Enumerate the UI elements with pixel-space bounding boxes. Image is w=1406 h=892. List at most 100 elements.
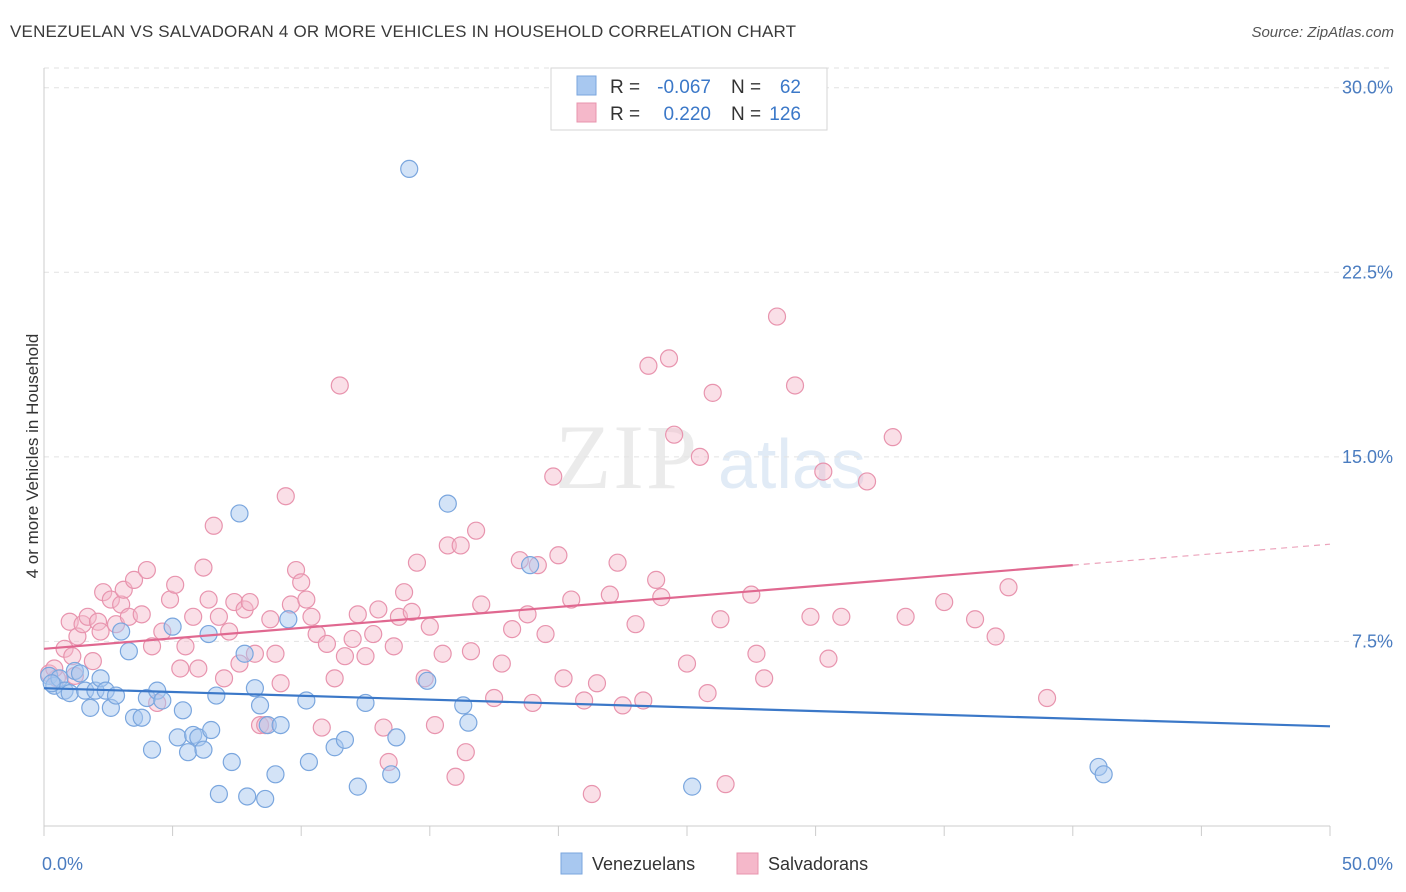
venezuelan-point — [60, 684, 79, 703]
salvadoran-point — [536, 624, 555, 644]
legend-r-value-salvadorans: 0.220 — [663, 104, 711, 125]
salvadoran-trend-extension — [1072, 543, 1331, 566]
venezuelan-point — [230, 504, 249, 523]
salvadoran-point — [896, 607, 915, 626]
salvadoran-point — [297, 590, 316, 609]
venezuelan-point — [112, 622, 131, 641]
legend-swatch-salvadorans — [576, 102, 597, 123]
salvadoran-point — [438, 536, 457, 555]
salvadoran-point — [281, 595, 301, 614]
venezuelan-point — [521, 556, 540, 575]
salvadoran-point — [451, 536, 470, 555]
venezuelan-point — [81, 698, 100, 717]
salvadoran-point — [204, 516, 223, 535]
venezuelan-point — [222, 752, 241, 772]
bottom-legend-swatch-salvadorans — [736, 852, 759, 875]
salvadoran-point — [225, 592, 244, 612]
x-tick-label: 50.0% — [1342, 854, 1393, 874]
salvadoran-point — [456, 743, 475, 762]
venezuelan-point — [271, 715, 290, 735]
venezuelan-point — [142, 740, 162, 759]
salvadoran-point — [194, 558, 213, 577]
salvadoran-point — [184, 607, 203, 626]
x-axis-ticks: 0.0% 50.0% — [42, 826, 1393, 874]
y-axis-label: 4 or more Vehicles in Household — [23, 334, 42, 579]
stats-legend-box — [550, 67, 828, 131]
salvadoran-point — [832, 607, 851, 626]
series-legend: Venezuelans Salvadorans — [560, 852, 868, 875]
salvadoran-point — [554, 669, 573, 688]
venezuelan-point — [207, 686, 226, 705]
legend-swatch-venezuelans — [576, 75, 597, 96]
salvadoran-point — [137, 560, 156, 580]
venezuelan-point — [168, 728, 187, 747]
salvadoran-point — [420, 617, 439, 636]
legend-n-label-venezuelans: N = — [731, 77, 761, 98]
venezuelan-point — [238, 787, 257, 806]
salvadoran-point — [747, 644, 766, 663]
legend-n-label-salvadorans: N = — [731, 104, 761, 125]
legend-r-value-venezuelans: -0.067 — [657, 77, 711, 98]
salvadoran-point — [214, 669, 234, 688]
trend-lines — [43, 543, 1331, 728]
y-tick-label: 22.5% — [1342, 262, 1393, 282]
salvadoran-point — [562, 590, 581, 609]
salvadoran-point — [240, 592, 259, 612]
salvadoran-point — [703, 383, 722, 402]
chart-title: VENEZUELAN VS SALVADORAN 4 OR MORE VEHIC… — [10, 22, 797, 41]
y-tick-label: 7.5% — [1352, 631, 1393, 651]
salvadoran-point — [600, 585, 619, 604]
venezuelan-point — [194, 740, 213, 759]
grid-lines — [44, 67, 1392, 642]
salvadoran-point — [549, 546, 568, 565]
salvadoran-point — [325, 669, 344, 688]
salvadoran-point — [639, 356, 658, 375]
salvadoran-point — [814, 462, 833, 481]
salvadoran-point — [986, 627, 1005, 646]
salvadoran-point — [199, 590, 218, 609]
salvadoran-trend-line — [43, 564, 1073, 650]
venezuelan-point — [459, 713, 478, 732]
salvadoran-point — [647, 570, 666, 589]
bottom-legend-label-venezuelans: Venezuelans — [592, 854, 695, 874]
salvadoran-point — [302, 607, 321, 626]
salvadoran-point — [626, 615, 645, 634]
stats-legend: R = -0.067 N = 62 R = 0.220 N = 126 — [550, 67, 828, 131]
salvadoran-point — [220, 622, 239, 641]
salvadoran-point — [335, 647, 355, 666]
salvadoran-point — [446, 767, 465, 786]
salvadoran-point — [94, 583, 113, 602]
venezuelan-point — [250, 696, 270, 715]
salvadoran-point — [690, 447, 709, 466]
salvadoran-point — [83, 652, 102, 671]
salvadoran-point — [266, 644, 285, 663]
venezuelan-point — [202, 720, 221, 740]
salvadoran-point — [276, 487, 295, 506]
venezuelan-point — [119, 642, 138, 661]
y-tick-label: 30.0% — [1342, 78, 1393, 98]
venezuelan-point — [382, 765, 401, 784]
venezuelan-point — [266, 765, 285, 784]
x-tick-label: 0.0% — [42, 854, 83, 874]
series-venezuelans — [40, 159, 1113, 809]
venezuelan-trend-line — [43, 687, 1331, 728]
salvadoran-point — [767, 307, 787, 326]
salvadoran-point — [176, 637, 195, 656]
venezuelan-point — [400, 159, 419, 179]
salvadoran-point — [271, 674, 290, 693]
salvadoran-point — [312, 718, 331, 737]
salvadoran-point — [665, 425, 684, 444]
salvadoran-point — [587, 674, 607, 693]
venezuelan-point — [173, 701, 192, 720]
salvadoran-point — [582, 784, 601, 804]
salvadoran-point — [544, 467, 563, 486]
salvadoran-point — [261, 610, 280, 629]
salvadoran-point — [142, 637, 162, 656]
venezuelan-point — [153, 691, 172, 710]
venezuelan-point — [70, 664, 90, 683]
salvadoran-point — [742, 585, 761, 604]
salvadoran-point — [171, 659, 190, 678]
salvadoran-point — [575, 691, 594, 710]
salvadoran-point — [369, 600, 388, 619]
